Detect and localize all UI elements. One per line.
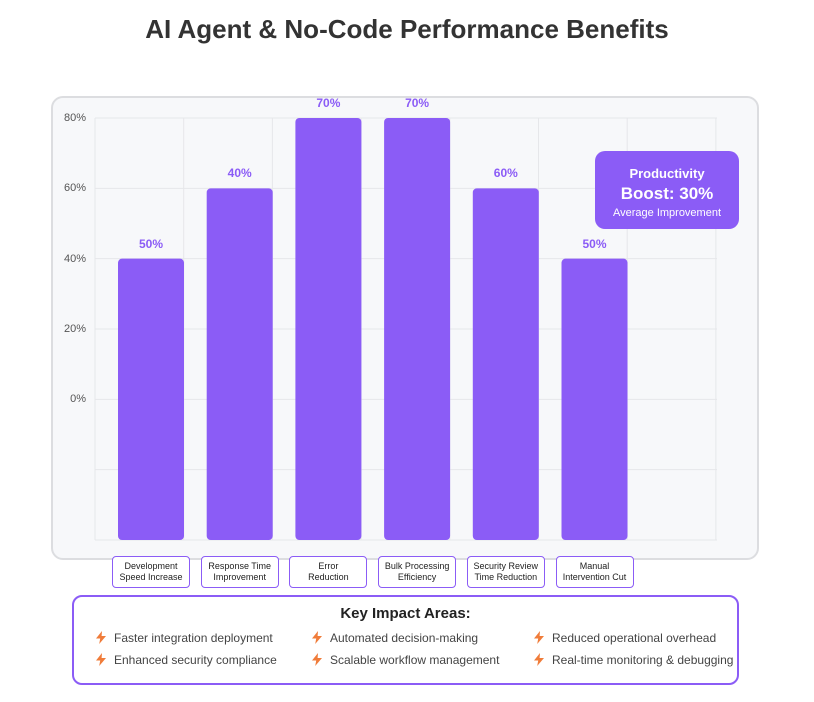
x-category-label: Error Reduction (289, 556, 368, 588)
bar (561, 258, 628, 540)
bar (118, 258, 184, 540)
productivity-callout: Productivity Boost: 30% Average Improvem… (595, 151, 739, 229)
impact-item: Real-time monitoring & debugging (534, 653, 733, 667)
impact-item: Enhanced security compliance (96, 653, 277, 667)
impact-item-label: Real-time monitoring & debugging (552, 653, 734, 667)
bar-data-label: 50% (138, 236, 164, 251)
x-category-label: Development Speed Increase (112, 556, 190, 588)
impact-item-label: Enhanced security compliance (114, 653, 277, 667)
lightning-icon (96, 653, 106, 666)
y-tick-label: 20% (63, 323, 86, 335)
bar-data-label: 50% (582, 236, 607, 251)
x-category-label: Response Time Improvement (200, 556, 279, 588)
bar-data-label: 40% (227, 166, 252, 181)
callout-title: Productivity (629, 166, 705, 181)
key-impact-panel: Key Impact Areas: Faster integration dep… (72, 595, 739, 685)
impact-item: Faster integration deployment (96, 631, 273, 645)
callout-value: Boost: 30% (620, 184, 714, 203)
x-category-label: Bulk Processing Efficiency (378, 556, 457, 588)
impact-item-label: Faster integration deployment (114, 631, 273, 645)
impact-item: Reduced operational overhead (534, 631, 716, 645)
bar-data-label: 60% (493, 166, 518, 181)
bar (472, 188, 539, 541)
bar-data-label: 70% (316, 96, 341, 110)
impact-item: Automated decision-making (312, 631, 478, 645)
impact-item-label: Reduced operational overhead (552, 631, 717, 645)
impact-item-label: Scalable workflow management (330, 653, 500, 667)
lightning-icon (96, 631, 106, 644)
lightning-icon (312, 631, 322, 644)
bar (206, 188, 273, 541)
callout-subtitle: Average Improvement (612, 207, 722, 219)
bar (295, 118, 362, 540)
y-tick-label: 0% (70, 393, 86, 406)
impact-item-label: Automated decision-making (330, 631, 479, 645)
lightning-icon (534, 653, 544, 666)
x-category-label: Manual Intervention Cut (555, 556, 634, 588)
y-tick-label: 80% (63, 112, 86, 124)
lightning-icon (534, 631, 544, 644)
impact-heading: Key Impact Areas: (340, 605, 471, 622)
bar-data-label: 70% (405, 96, 430, 110)
impact-item: Scalable workflow management (312, 653, 499, 667)
bar (384, 118, 451, 540)
x-category-label: Security Review Time Reduction (466, 556, 545, 588)
chart-title: AI Agent & No-Code Performance Benefits (145, 14, 669, 44)
y-tick-label: 40% (63, 252, 86, 265)
lightning-icon (312, 653, 322, 666)
y-tick-label: 60% (63, 182, 86, 195)
